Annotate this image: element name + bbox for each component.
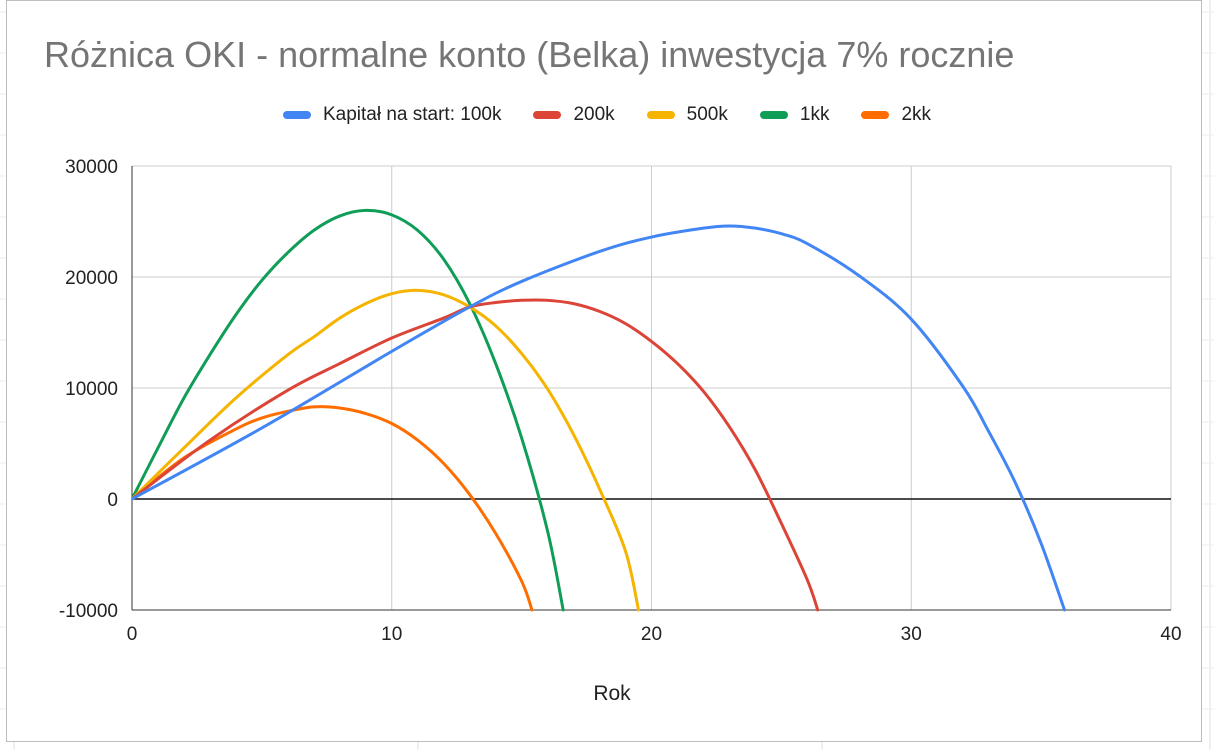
legend-swatch <box>533 111 562 119</box>
legend-swatch <box>759 111 788 119</box>
legend-label: Kapitał na start: 100k <box>322 104 502 125</box>
x-tick-label: 40 <box>1160 624 1181 645</box>
x-tick-label: 30 <box>901 624 922 645</box>
series-line-4[interactable] <box>132 405 534 612</box>
chart-container[interactable] <box>6 0 1202 742</box>
x-tick-label: 0 <box>127 624 138 645</box>
legend-item[interactable]: Kapitał na start: 100k <box>282 104 502 126</box>
legend-swatch <box>861 111 890 119</box>
legend-label: 500k <box>686 104 728 125</box>
legend-label: 2kk <box>901 104 932 125</box>
legend-item[interactable]: 1kk <box>759 104 830 126</box>
series-line-2[interactable] <box>132 288 641 612</box>
y-tick-label: 30000 <box>65 157 118 178</box>
series-line-0[interactable] <box>132 224 1066 612</box>
gridlines <box>132 165 1172 611</box>
y-tick-label: -10000 <box>59 601 118 622</box>
x-tick-label: 10 <box>381 624 402 645</box>
y-tick-label: 20000 <box>65 268 118 289</box>
legend-swatch <box>646 111 675 119</box>
series-lines <box>132 208 1066 612</box>
chart-legend: Kapitał na start: 100k 200k 500k 1kk 2kk <box>0 102 1214 128</box>
y-tick-label: 10000 <box>65 379 118 400</box>
legend-item[interactable]: 200k <box>533 104 615 126</box>
chart-title: Różnica OKI - normalne konto (Belka) inw… <box>44 34 1015 75</box>
tick-labels: -10000 0 10000 20000 30000 0 10 20 30 40 <box>59 157 1182 645</box>
legend-label: 1kk <box>799 104 830 125</box>
legend-item[interactable]: 500k <box>646 104 728 126</box>
legend-item[interactable]: 2kk <box>861 104 931 126</box>
legend-label: 200k <box>573 104 615 125</box>
y-tick-label: 0 <box>107 490 118 511</box>
legend-swatch <box>282 111 311 119</box>
series-line-1[interactable] <box>132 298 820 612</box>
x-tick-label: 20 <box>641 624 662 645</box>
x-axis-title: Rok <box>593 682 631 705</box>
series-line-3[interactable] <box>132 208 565 612</box>
axes <box>131 166 1171 611</box>
